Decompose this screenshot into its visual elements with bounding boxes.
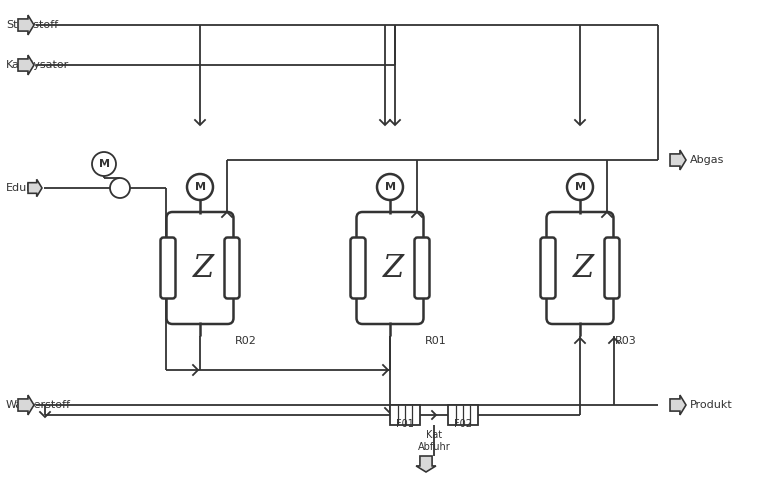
FancyBboxPatch shape [604,238,619,298]
Polygon shape [18,55,34,75]
Polygon shape [18,15,34,35]
Polygon shape [18,395,34,415]
Text: R01: R01 [425,336,447,346]
Text: M: M [195,182,205,192]
Bar [448,405,478,425]
FancyBboxPatch shape [350,238,366,298]
Text: Wasserstoff: Wasserstoff [6,400,71,410]
Text: M: M [99,159,109,169]
Text: Stickstoff: Stickstoff [6,20,58,30]
Text: Edukt: Edukt [6,183,38,193]
Circle shape [92,152,116,176]
Polygon shape [416,456,436,472]
Bar [390,405,420,425]
Text: M: M [575,182,585,192]
Circle shape [110,178,130,198]
Text: R03: R03 [615,336,637,346]
Circle shape [187,174,213,200]
Text: R02: R02 [235,336,257,346]
Text: F01: F01 [396,419,414,429]
Text: Z: Z [192,252,214,284]
FancyBboxPatch shape [166,212,233,324]
Text: M: M [385,182,395,192]
Text: Produkt: Produkt [690,400,733,410]
FancyBboxPatch shape [546,212,613,324]
Text: F02: F02 [454,419,472,429]
Polygon shape [28,179,42,196]
Text: Z: Z [382,252,404,284]
Polygon shape [670,395,686,415]
Text: Kat
Abfuhr: Kat Abfuhr [418,430,451,452]
FancyBboxPatch shape [414,238,429,298]
FancyBboxPatch shape [540,238,556,298]
Circle shape [377,174,403,200]
Text: Z: Z [572,252,594,284]
Text: Abgas: Abgas [690,155,724,165]
FancyBboxPatch shape [160,238,176,298]
FancyBboxPatch shape [224,238,239,298]
Circle shape [567,174,593,200]
FancyBboxPatch shape [356,212,423,324]
Text: Katalysator: Katalysator [6,60,69,70]
Polygon shape [670,150,686,170]
